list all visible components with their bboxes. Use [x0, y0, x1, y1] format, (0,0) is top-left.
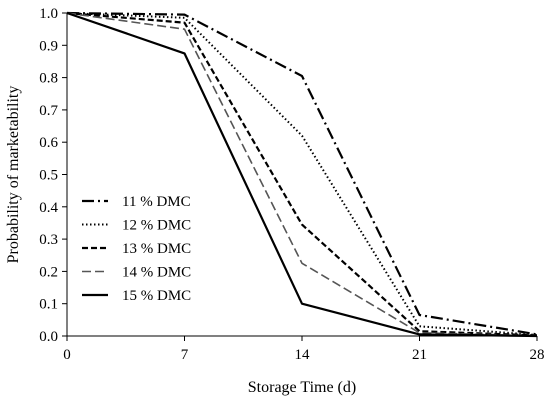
y-axis-title: Probability of marketability — [5, 86, 22, 264]
x-tick-label: 7 — [181, 347, 189, 363]
y-tick-label: 0.0 — [39, 329, 58, 345]
y-tick-label: 1.0 — [39, 6, 58, 22]
series-line-1 — [66, 11, 538, 336]
y-tick-label: 0.4 — [39, 200, 58, 216]
series-line-4 — [66, 12, 538, 337]
x-tick-label: 21 — [412, 347, 427, 363]
series-line-5 — [66, 11, 538, 338]
legend-label: 15 % DMC — [122, 288, 191, 304]
x-tick-label: 14 — [295, 347, 311, 363]
y-tick-label: 0.7 — [39, 103, 58, 119]
y-tick-label: 0.6 — [39, 135, 58, 151]
x-tick-label: 0 — [63, 347, 71, 363]
x-tick-label: 28 — [530, 347, 545, 363]
legend-label: 12 % DMC — [122, 218, 191, 234]
series-line-2 — [66, 12, 538, 336]
y-tick-label: 0.8 — [39, 71, 58, 87]
series-group — [66, 11, 538, 338]
legend-label: 14 % DMC — [122, 265, 191, 281]
y-tick-label: 0.5 — [39, 168, 58, 184]
y-tick-label: 0.2 — [39, 264, 58, 280]
legend-label: 11 % DMC — [122, 194, 191, 210]
legend: 11 % DMC 12 % DMC 13 % DMC 14 % DMC 15 % DMC — [82, 194, 191, 304]
y-ticks: 0.0 0.1 0.2 0.3 0.4 0.5 0.6 0.7 0.8 0.9 1.0 — [39, 6, 67, 345]
x-ticks: 0 7 14 21 28 — [63, 336, 545, 363]
x-axis-title: Storage Time (d) — [248, 379, 356, 396]
y-tick-label: 0.1 — [39, 297, 58, 313]
legend-label: 13 % DMC — [122, 241, 191, 257]
y-tick-label: 0.9 — [39, 38, 58, 54]
series-line-3 — [66, 11, 538, 337]
y-tick-label: 0.3 — [39, 232, 58, 248]
